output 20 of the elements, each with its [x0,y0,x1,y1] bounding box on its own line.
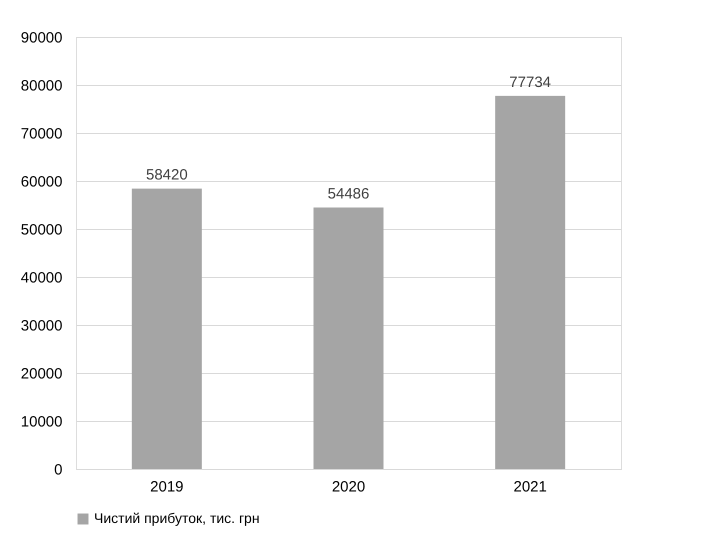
data-label: 58420 [146,166,188,184]
y-tick-label: 60000 [20,174,62,190]
y-tick-label: 30000 [20,318,62,334]
y-tick-label: 20000 [20,366,62,382]
y-tick-label: 0 [54,462,62,478]
y-tick-label: 70000 [20,126,62,142]
legend-label: Чистий прибуток, тис. грн [94,510,260,526]
bar [495,96,566,469]
x-tick-label: 2021 [513,478,547,496]
y-tick-label: 90000 [20,30,62,46]
data-label: 54486 [328,185,370,202]
y-tick-label: 50000 [20,222,62,238]
y-tick-label: 80000 [20,78,62,94]
x-tick-label: 2019 [150,478,184,496]
x-tick-label: 2020 [332,478,366,496]
y-tick-label: 10000 [20,414,62,430]
bar [314,207,384,469]
y-tick-label: 40000 [20,270,62,286]
bar [132,188,202,469]
data-label: 77734 [509,74,552,91]
